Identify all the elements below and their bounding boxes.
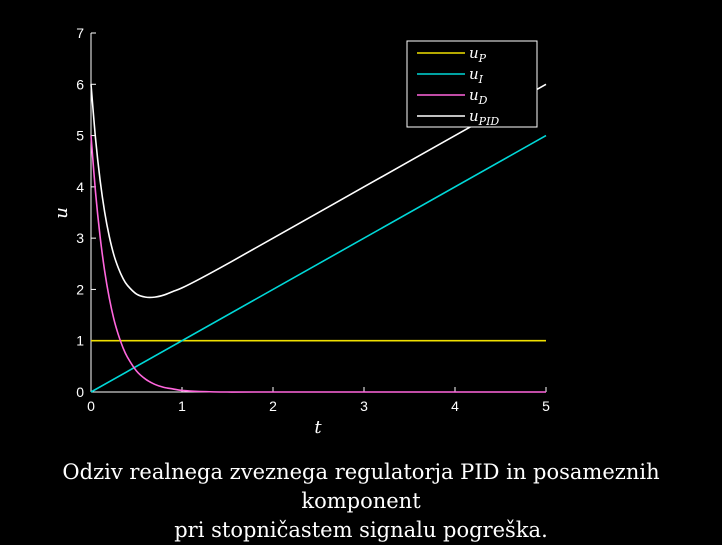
figure-caption: Odziv realnega zveznega regulatorja PID … [0, 458, 722, 545]
legend-entry-pid: uPID [469, 107, 499, 128]
y-axis-label: u [51, 207, 72, 219]
y-tick-label: 5 [76, 128, 84, 144]
legend-entry-i: uI [469, 65, 484, 86]
caption-line-2: pri stopničastem signalu pogreška. [174, 518, 548, 542]
plot-lines [90, 83, 547, 393]
y-tick-label: 6 [76, 76, 84, 92]
caption-line-1: Odziv realnega zveznega regulatorja PID … [62, 460, 660, 513]
x-tick-label: 0 [87, 398, 95, 414]
x-axis-label: t [314, 417, 322, 438]
x-tick-label: 2 [269, 398, 277, 414]
legend-entry-p: uP [469, 44, 487, 65]
legend-entry-d: uD [469, 86, 488, 107]
y-tick-label: 0 [76, 384, 84, 400]
y-tick-label: 3 [76, 230, 84, 246]
series-line-d [90, 135, 546, 393]
y-tick-label: 1 [76, 333, 84, 349]
axes: 0 1 2 3 4 5 0 1 2 3 4 5 6 7 [76, 25, 550, 414]
y-tick-label: 7 [76, 25, 84, 41]
series-line-i [90, 134, 547, 393]
y-tick-label: 4 [76, 179, 84, 195]
y-tick-label: 2 [76, 281, 84, 297]
x-tick-label: 3 [360, 398, 368, 414]
x-tick-label: 5 [542, 398, 550, 414]
x-tick-label: 1 [178, 398, 186, 414]
x-tick-label: 4 [451, 398, 459, 414]
series-line-pid [90, 83, 547, 299]
legend-box [406, 40, 538, 128]
